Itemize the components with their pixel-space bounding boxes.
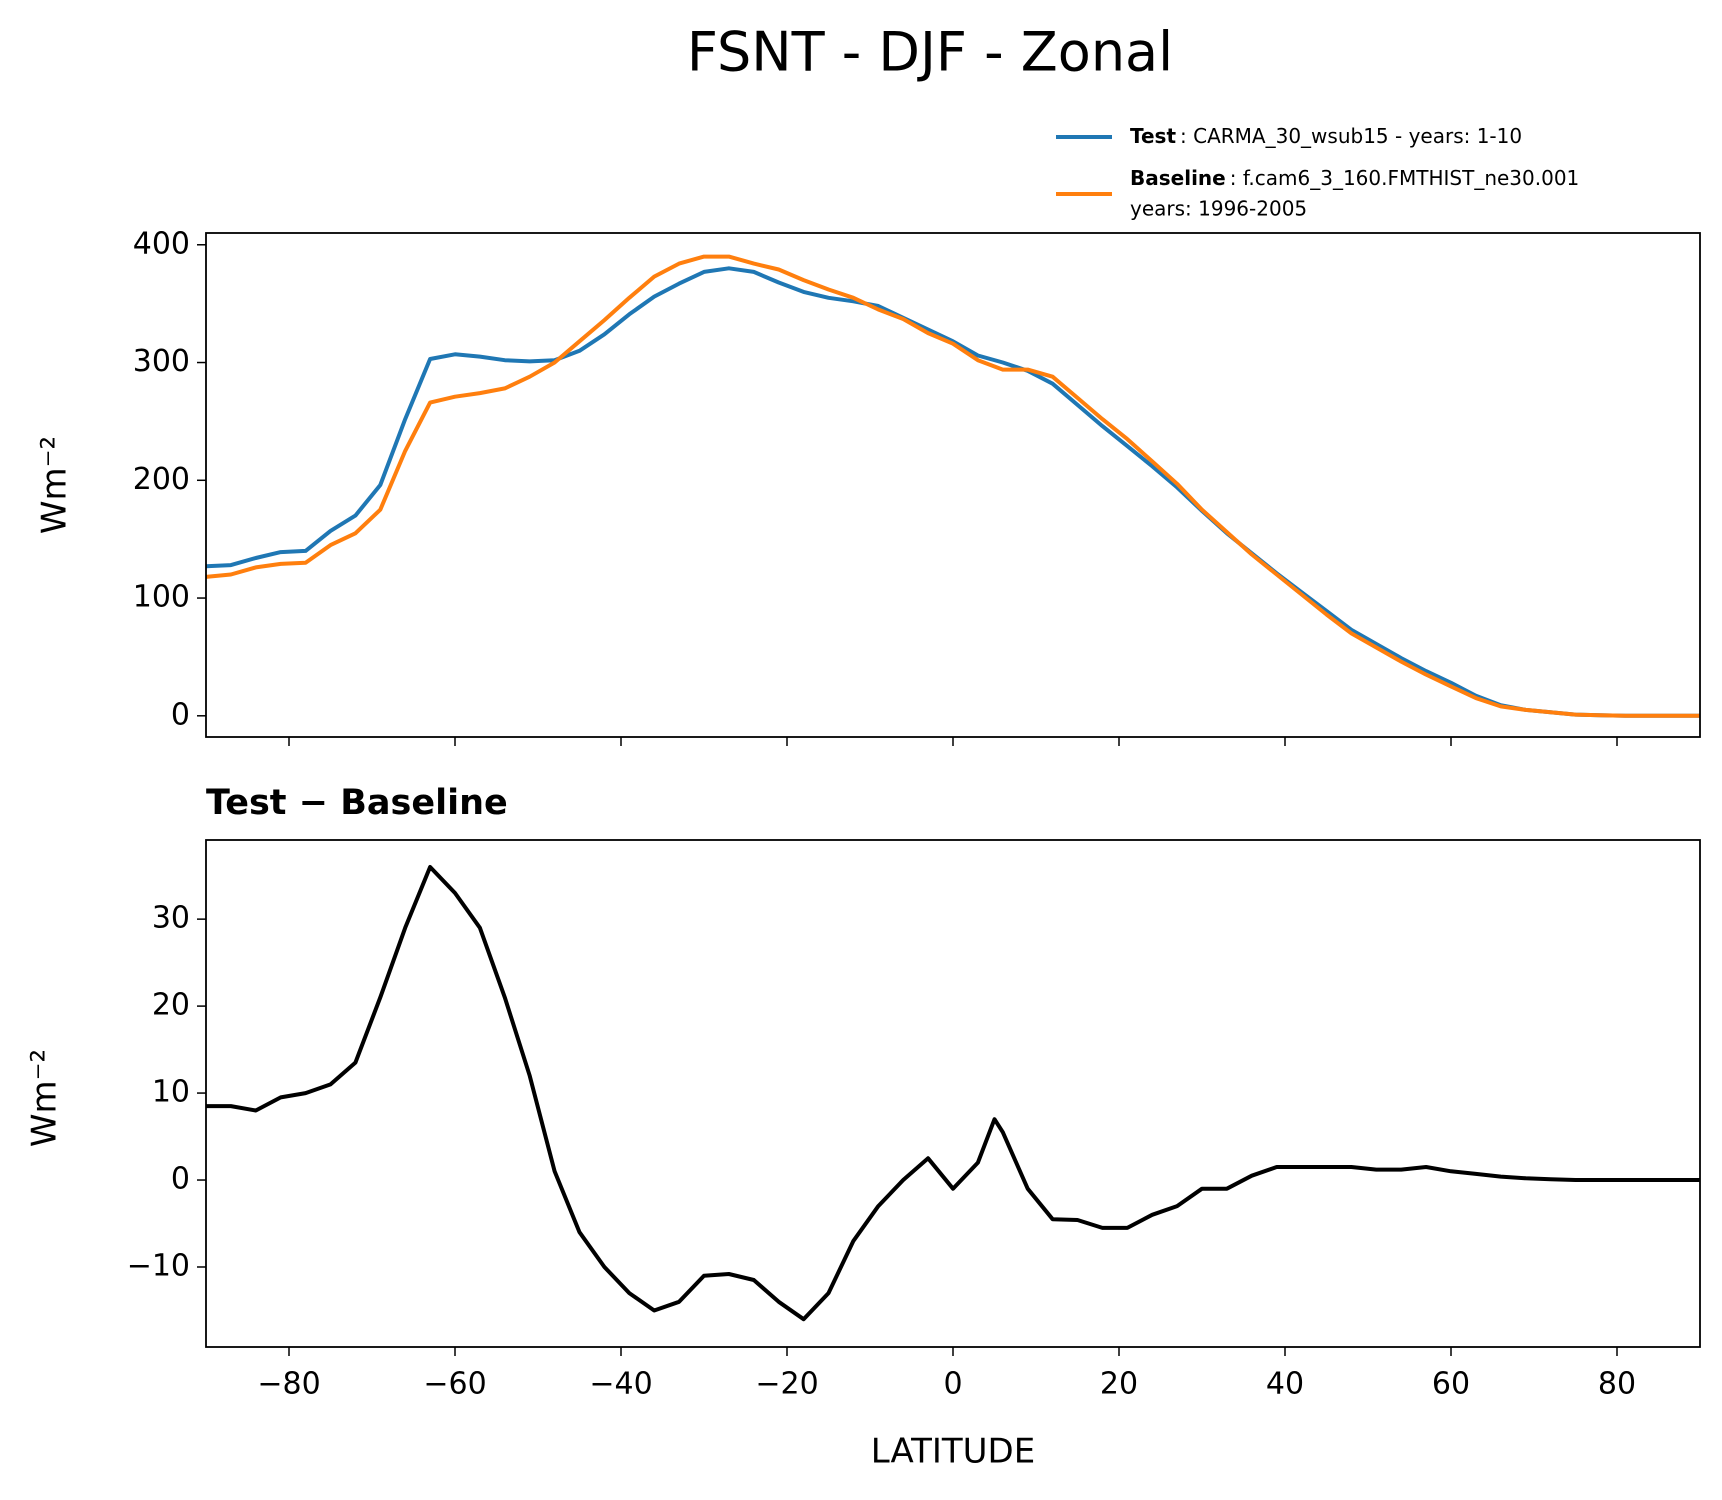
data-line — [205, 254, 1700, 718]
legend-name: Test — [1130, 124, 1176, 148]
legend: Test: CARMA_30_wsub15 - years: 1-10 Base… — [1130, 124, 1579, 221]
axes-frame — [205, 232, 1701, 738]
legend-text: years: 1996-2005 — [1130, 197, 1307, 221]
y-tick-label: 300 — [133, 344, 190, 379]
x-axis-label: LATITUDE — [871, 1432, 1035, 1472]
x-tick-label: 20 — [1100, 1367, 1138, 1402]
x-tick-label: 0 — [943, 1367, 962, 1402]
data-line — [205, 266, 1700, 718]
legend-label: Test: CARMA_30_wsub15 - years: 1-10 — [1130, 124, 1522, 148]
y-tick-label: 100 — [133, 580, 190, 615]
y-tick-label: 0 — [171, 697, 190, 732]
legend-text: : f.cam6_3_160.FMTHIST_ne30.001 — [1230, 166, 1580, 190]
legend-name: Baseline — [1130, 166, 1226, 190]
x-tick-label: −80 — [257, 1367, 320, 1402]
y-tick-label: 20 — [152, 988, 190, 1023]
y-axis-label: Wm⁻² — [25, 1049, 65, 1147]
legend-label: Baseline: f.cam6_3_160.FMTHIST_ne30.001 — [1130, 166, 1579, 190]
y-tick-label: −10 — [127, 1248, 190, 1283]
y-tick-label: 30 — [152, 901, 190, 936]
y-axis-label: Wm⁻² — [35, 436, 75, 534]
y-tick-label: 200 — [133, 462, 190, 497]
chart-title: FSNT - DJF - Zonal — [687, 21, 1173, 84]
x-tick-label: 40 — [1266, 1367, 1304, 1402]
x-tick-label: 80 — [1598, 1367, 1636, 1402]
data-line — [206, 865, 1700, 1322]
subplot-title: Test − Baseline — [206, 783, 508, 823]
x-tick-label: −60 — [423, 1367, 486, 1402]
y-tick-label: 0 — [171, 1162, 190, 1197]
axes-frame — [205, 839, 1701, 1348]
y-tick-label: 10 — [152, 1075, 190, 1110]
x-tick-label: −20 — [755, 1367, 818, 1402]
x-tick-label: 60 — [1432, 1367, 1470, 1402]
y-tick-label: 400 — [133, 226, 190, 261]
x-tick-label: −40 — [589, 1367, 652, 1402]
legend-text: : CARMA_30_wsub15 - years: 1-10 — [1180, 124, 1522, 148]
